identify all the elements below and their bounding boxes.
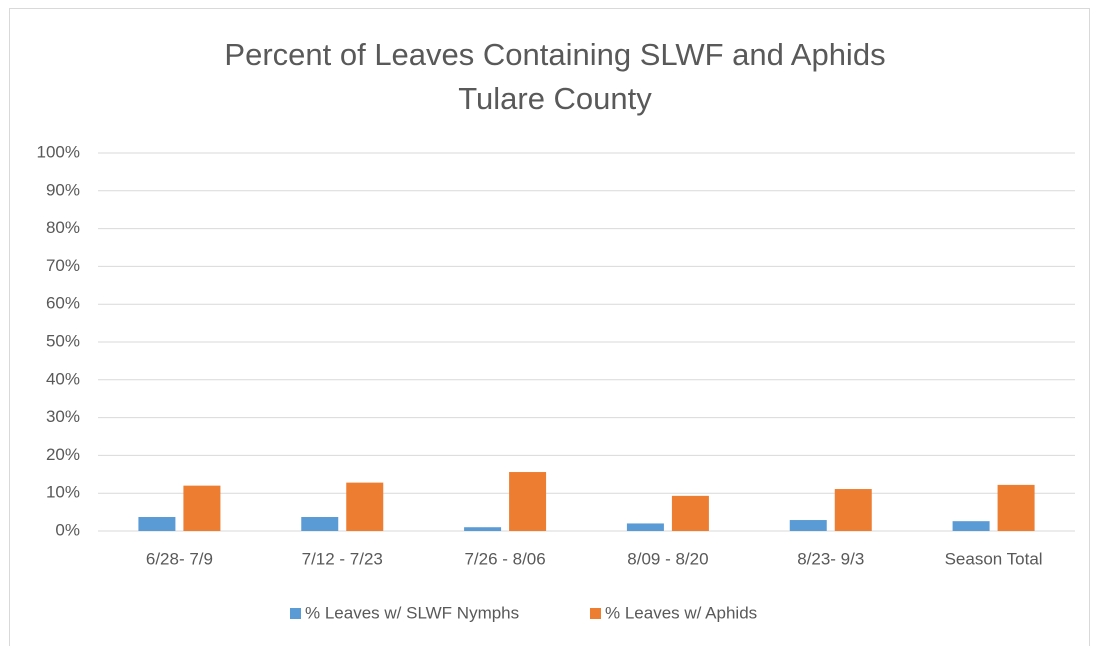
chart-frame bbox=[9, 8, 1090, 646]
y-tick-label: 20% bbox=[46, 445, 80, 464]
y-tick-label: 50% bbox=[46, 331, 80, 350]
bar bbox=[952, 521, 990, 531]
y-tick-label: 100% bbox=[37, 142, 80, 161]
x-tick-label: 8/09 - 8/20 bbox=[627, 549, 708, 568]
chart-title: Percent of Leaves Containing SLWF and Ap… bbox=[224, 37, 885, 72]
bar bbox=[834, 489, 872, 531]
x-tick-label: 7/26 - 8/06 bbox=[464, 549, 545, 568]
x-tick-label: Season Total bbox=[945, 549, 1043, 568]
bar bbox=[346, 482, 384, 531]
bar bbox=[464, 527, 502, 531]
y-tick-label: 70% bbox=[46, 256, 80, 275]
bar bbox=[301, 517, 339, 531]
y-tick-label: 90% bbox=[46, 180, 80, 199]
y-tick-label: 0% bbox=[55, 520, 80, 539]
x-tick-label: 7/12 - 7/23 bbox=[302, 549, 383, 568]
legend-label: % Leaves w/ Aphids bbox=[605, 603, 757, 622]
chart-subtitle: Tulare County bbox=[458, 81, 652, 116]
bar bbox=[671, 495, 709, 531]
x-tick-label: 6/28- 7/9 bbox=[146, 549, 213, 568]
y-tick-label: 10% bbox=[46, 483, 80, 502]
bar bbox=[509, 472, 547, 531]
bar bbox=[138, 517, 176, 531]
y-tick-label: 40% bbox=[46, 369, 80, 388]
legend-swatch bbox=[290, 608, 301, 619]
y-tick-label: 30% bbox=[46, 407, 80, 426]
bar bbox=[626, 523, 664, 531]
bar bbox=[183, 485, 221, 531]
y-tick-label: 80% bbox=[46, 218, 80, 237]
bar bbox=[789, 520, 827, 531]
legend-label: % Leaves w/ SLWF Nymphs bbox=[305, 603, 519, 622]
bar bbox=[997, 484, 1035, 531]
x-tick-label: 8/23- 9/3 bbox=[797, 549, 864, 568]
y-tick-label: 60% bbox=[46, 294, 80, 313]
legend-swatch bbox=[590, 608, 601, 619]
